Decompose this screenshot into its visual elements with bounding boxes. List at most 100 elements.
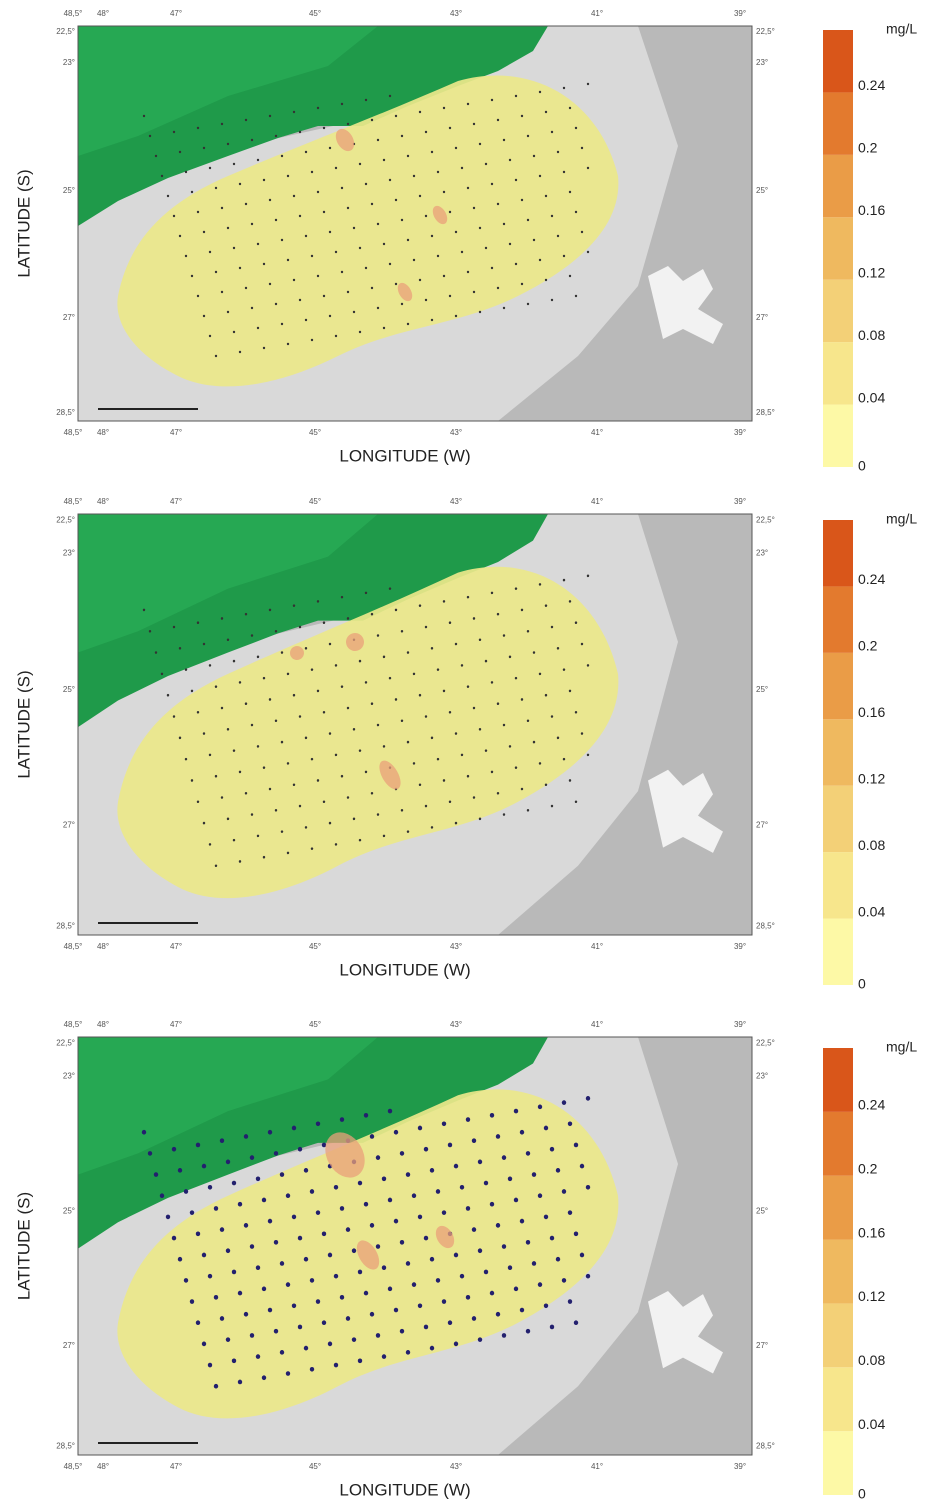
station [401,630,403,633]
station [562,1189,566,1194]
station [533,741,535,744]
station [497,792,499,795]
station [329,732,331,735]
y-axis-title: LATITUDE (S) [14,169,33,277]
station [335,335,337,337]
station [287,259,289,261]
station [299,626,301,629]
x-tick-label-bottom: 47° [170,428,182,437]
station [473,291,475,293]
station [185,668,187,671]
legend-swatch [823,1176,853,1240]
station [323,211,325,213]
station [569,690,571,693]
station [172,1147,176,1152]
station [431,826,433,829]
station [184,1189,188,1194]
station [539,673,541,676]
station [371,287,373,289]
station [239,681,241,684]
station [563,668,565,671]
station [569,191,571,193]
station [185,171,187,173]
station [371,119,373,121]
station [455,822,457,825]
map-panel: 48,5°48,5°48°48°47°47°45°45°43°43°41°41°… [14,497,917,992]
station [515,263,517,265]
legend-label: 0.08 [858,837,885,853]
y-tick-label-right: 25° [756,685,768,694]
station [268,1130,272,1135]
station [514,1109,518,1114]
station [467,271,469,273]
station [508,1265,512,1270]
station [167,694,169,697]
station [250,1155,254,1160]
station [310,1278,314,1283]
station [413,762,415,765]
station [443,690,445,693]
legend-swatch [823,405,853,467]
station [545,783,547,786]
station [202,1164,206,1169]
station [370,1312,374,1317]
legend-swatch [823,1303,853,1367]
station [251,139,253,141]
station [161,673,163,676]
station [467,596,469,599]
station [437,255,439,257]
station [460,1274,464,1279]
x-tick-label-top: 48° [97,497,109,506]
station [179,235,181,237]
station [383,243,385,245]
station [329,231,331,233]
station [311,339,313,341]
station [197,295,199,297]
station [466,1206,470,1211]
station [292,1126,296,1131]
station [568,1299,572,1304]
station [317,191,319,193]
station [220,1316,224,1321]
station [298,1325,302,1330]
y-tick-label-left: 25° [63,685,75,694]
station [281,323,283,325]
legend-swatch [823,217,853,279]
station [479,638,481,641]
station [365,267,367,269]
legend-unit: mg/L [886,1039,917,1055]
station [185,758,187,761]
y-tick-label-left: 22,5° [56,516,75,525]
station [227,728,229,731]
station [305,151,307,153]
station [239,860,241,863]
station [353,818,355,821]
station [275,719,277,722]
legend-label: 0.04 [858,903,885,919]
station [502,1333,506,1338]
x-tick-label-bottom: 39° [734,428,746,437]
station [202,1342,206,1347]
station [178,1257,182,1262]
station [323,621,325,624]
station [407,323,409,325]
station [317,779,319,782]
legend-swatch [823,1431,853,1495]
station [233,660,235,663]
station [526,1240,530,1245]
station [359,247,361,249]
station [520,1219,524,1224]
station [490,1291,494,1296]
station [466,1117,470,1122]
station [448,1320,452,1325]
station [317,690,319,693]
station [419,279,421,281]
station [509,745,511,748]
station [395,115,397,117]
y-tick-label-left: 25° [63,1207,75,1216]
station [244,1134,248,1139]
station [377,634,379,637]
station [220,1227,224,1232]
station [257,745,259,748]
station [275,630,277,633]
